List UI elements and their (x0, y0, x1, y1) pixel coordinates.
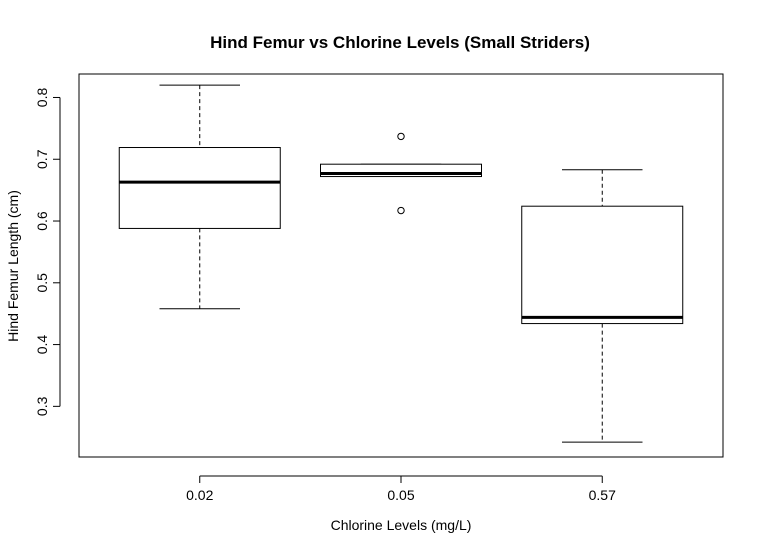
y-tick-label: 0.8 (34, 88, 50, 108)
outlier-point (397, 132, 405, 141)
y-tick-label: 0.7 (34, 149, 50, 169)
x-tick-label: 0.57 (589, 487, 616, 503)
y-tick-label: 0.4 (34, 335, 50, 355)
plot-frame (78, 73, 724, 458)
outlier-point (397, 206, 405, 215)
box-iqr (118, 147, 281, 229)
y-axis-label: Hind Femur Length (cm) (5, 190, 21, 342)
chart-marks: 0.3 0.4 0.5 0.6 0.7 0.8 0.02 0.05 0.57 (34, 84, 684, 503)
chart-title: Hind Femur vs Chlorine Levels (Small Str… (210, 33, 590, 52)
x-axis-label: Chlorine Levels (mg/L) (331, 517, 472, 533)
x-tick-label: 0.05 (387, 487, 414, 503)
y-tick-label: 0.3 (34, 396, 50, 416)
x-tick-label: 0.02 (186, 487, 213, 503)
y-tick-label: 0.6 (34, 211, 50, 231)
box-iqr (521, 205, 684, 325)
y-tick-label: 0.5 (34, 273, 50, 293)
